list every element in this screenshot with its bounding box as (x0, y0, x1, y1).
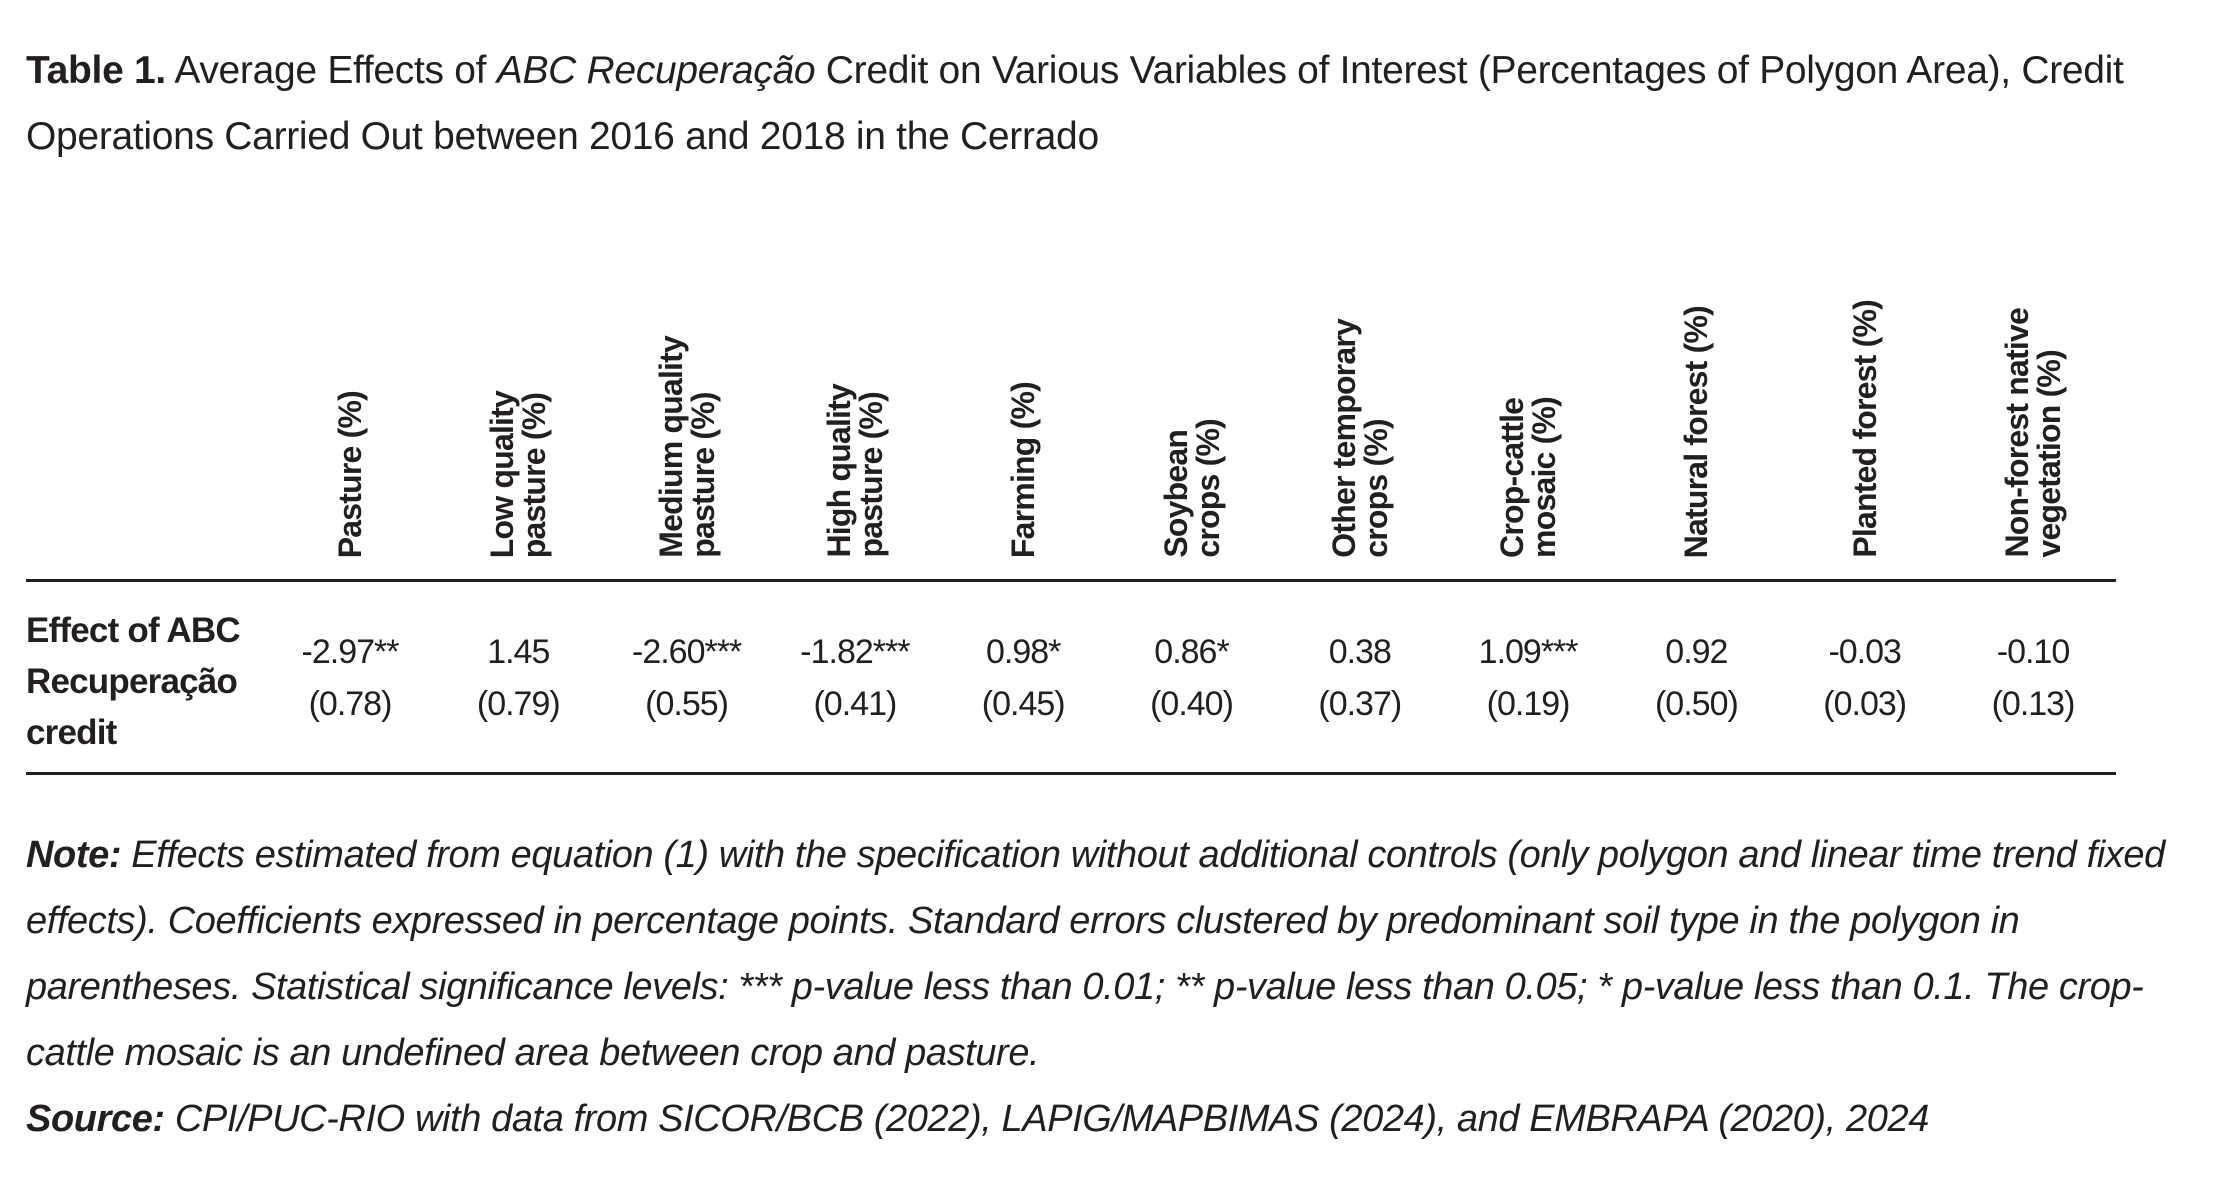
column-header-line: Pasture (%) (332, 390, 368, 558)
column-header-line: Soybean (1157, 430, 1194, 558)
source-label: Source: (26, 1098, 165, 1140)
effect-value: 0.38 (1328, 633, 1392, 671)
standard-error: (0.50) (1654, 685, 1739, 723)
column-header: Crop-cattle mosaic (%) (1494, 397, 1563, 558)
effect-value: 1.45 (487, 633, 550, 671)
column-header-line: pasture (%) (684, 392, 721, 558)
row-label: Effect of ABC Recuperação credit (26, 605, 241, 758)
column-header-line: High quality (820, 384, 857, 558)
standard-error: (0.03) (1823, 685, 1907, 723)
title-label: Table 1. (26, 49, 166, 92)
column-header: Low quality pasture (%) (484, 390, 553, 558)
notes: Note: Effects estimated from equation (1… (26, 822, 2196, 1152)
column-header: Pasture (%) (332, 390, 368, 558)
note-label: Note: (26, 834, 122, 876)
standard-error: (0.79) (476, 685, 561, 723)
column-header: Farming (%) (1005, 381, 1042, 558)
row-label-line: Recuperação (26, 662, 238, 701)
column-header-line: Medium quality (652, 336, 689, 558)
column-header-line: vegetation (%) (2031, 350, 2067, 559)
standard-error: (0.13) (1991, 685, 2076, 723)
effect-value: -1.82*** (800, 633, 910, 671)
column-header: Planted forest (%) (1846, 300, 1883, 558)
column-header-line: mosaic (%) (1526, 397, 1563, 558)
title-text: Average Effects of (174, 49, 497, 92)
standard-error: (0.40) (1150, 685, 1234, 723)
column-header: Medium quality pasture (%) (652, 336, 721, 558)
row-label-line: credit (26, 713, 117, 752)
effect-value: -2.97** (301, 633, 400, 671)
standard-error: (0.41) (813, 685, 897, 723)
title-text: Credit on Various Variables of Interest … (26, 49, 2124, 158)
column-header-line: Planted forest (%) (1846, 300, 1883, 558)
column-header-line: crops (%) (1189, 419, 1226, 558)
column-header: High quality pasture (%) (820, 384, 889, 558)
column-header: Soybean crops (%) (1157, 419, 1226, 558)
standard-error: (0.78) (308, 685, 393, 723)
column-header-line: crops (%) (1357, 419, 1394, 558)
bottom-rule (26, 772, 2116, 775)
effect-value: 0.92 (1665, 633, 1728, 671)
effect-value: -0.03 (1828, 633, 1901, 671)
top-rule (26, 579, 2116, 582)
column-header: Natural forest (%) (1678, 305, 1715, 558)
column-header-line: Crop-cattle (1494, 397, 1531, 558)
title-italic: ABC Recuperação (496, 49, 816, 92)
standard-error: (0.55) (645, 685, 729, 723)
column-header-line: Natural forest (%) (1678, 305, 1715, 558)
column-header-line: pasture (%) (852, 392, 889, 558)
column-header: Non-forest native vegetation (%) (1999, 308, 2067, 559)
effect-value: -0.10 (1996, 633, 2070, 671)
column-header-line: Farming (%) (1005, 381, 1042, 558)
effect-value: 0.86* (1154, 633, 1229, 671)
standard-error: (0.45) (981, 685, 1066, 723)
note-text: Effects estimated from equation (1) with… (26, 834, 2165, 1074)
column-header-line: pasture (%) (516, 392, 553, 558)
effect-value: 1.09*** (1478, 633, 1579, 671)
column-header: Other temporary crops (%) (1325, 319, 1394, 558)
effect-value: 0.98* (985, 633, 1061, 671)
column-header-line: Non-forest native (1999, 308, 2035, 558)
table-title: Table 1. Average Effects of ABC Recupera… (26, 38, 2176, 170)
column-header-line: Low quality (484, 390, 521, 558)
effect-value: -2.60*** (631, 633, 742, 671)
source-text: CPI/PUC-RIO with data from SICOR/BCB (20… (164, 1098, 1929, 1140)
standard-error: (0.37) (1318, 685, 1402, 723)
standard-error: (0.19) (1486, 685, 1571, 723)
column-header-line: Other temporary (1325, 319, 1362, 558)
row-label-line: Effect of ABC (26, 611, 241, 650)
